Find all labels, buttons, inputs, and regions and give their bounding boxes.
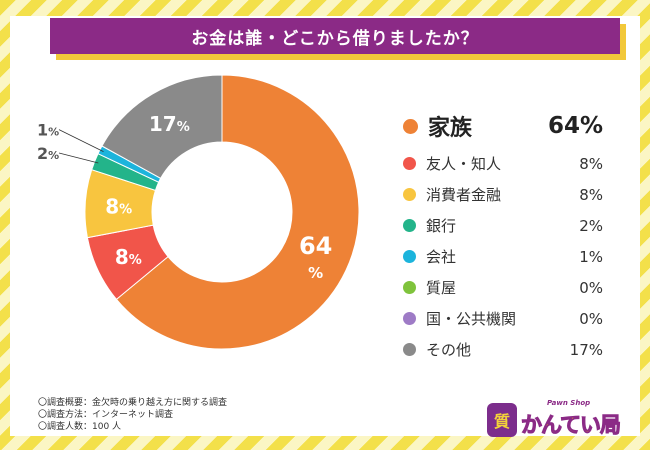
legend-swatch (403, 250, 416, 263)
legend-item: 友人・知人 8% (403, 148, 603, 179)
legend-item: 家族 64% (403, 104, 603, 148)
note-line: 〇調査方法：インターネット調査 (38, 410, 174, 420)
donut-slice-8 (101, 74, 223, 179)
legend-item: その他 17% (403, 334, 603, 365)
legend-value: 64% (547, 113, 603, 139)
legend-label: 家族 (428, 116, 473, 141)
legend-value: 1% (579, 247, 603, 266)
legend-item: 質屋 0% (403, 272, 603, 303)
legend-label: 友人・知人 (426, 155, 502, 173)
legend-label: その他 (426, 341, 472, 359)
survey-notes: 〇調査概要：金欠時の乗り越え方に関する調査 〇調査方法：インターネット調査 〇調… (38, 397, 227, 433)
note-line: 〇調査人数：100 人 (38, 422, 122, 432)
legend-swatch (403, 118, 418, 134)
legend-swatch (403, 219, 416, 232)
legend-value: 0% (579, 278, 603, 297)
donut-slice-1 (115, 74, 360, 350)
legend-label: 銀行 (426, 217, 457, 235)
logo-badge: 質 (487, 403, 517, 437)
legend-swatch (403, 157, 416, 170)
legend-item: 国・公共機関 0% (403, 303, 603, 334)
leader-line-4 (58, 152, 99, 164)
note-line: 〇調査概要：金欠時の乗り越え方に関する調査 (38, 398, 228, 408)
legend-swatch (403, 281, 416, 294)
legend-label: 会社 (426, 248, 457, 266)
logo-name: かんてい局 (521, 413, 622, 438)
donut-chart: 64 % 8% 8% 2% 1% 17% (37, 74, 360, 350)
legend-label: 国・公共機関 (426, 310, 517, 328)
logo-subtitle: Pawn Shop (547, 399, 591, 407)
chart-title: お金は誰・どこから借りましたか？ (191, 28, 479, 49)
legend: 家族 64% 友人・知人 8% 消費者金融 8% 銀行 2% 会社 1% 質屋 0% 国・公共機関 0% そ… (403, 104, 603, 365)
legend-label: 消費者金融 (426, 186, 502, 204)
kanteikyoku-logo: 質 Pawn Shop かんてい局 (487, 399, 637, 441)
legend-item: 会社 1% (403, 241, 603, 272)
slice-label-4: 2% (37, 144, 59, 163)
slice-label-8: 17% (149, 112, 190, 136)
legend-value: 2% (579, 216, 603, 235)
leader-line-5 (58, 129, 104, 152)
legend-item: 銀行 2% (403, 210, 603, 241)
legend-value: 8% (579, 185, 603, 204)
legend-swatch (403, 188, 416, 201)
legend-swatch (403, 343, 416, 356)
slice-label-3: 8% (105, 195, 132, 219)
legend-item: 消費者金融 8% (403, 179, 603, 210)
slice-label-5: 1% (37, 121, 59, 140)
legend-label: 質屋 (426, 279, 457, 297)
slice-label-1: 64% (299, 232, 332, 282)
chart-card: お金は誰・どこから借りましたか？ 64% 8% 8% 2% 1% 17% 家族 64% 友人・… (10, 16, 640, 438)
legend-value: 8% (579, 154, 603, 173)
slice-label-2: 8% (115, 245, 142, 269)
legend-swatch (403, 312, 416, 325)
legend-value: 0% (579, 309, 603, 328)
title-banner: お金は誰・どこから借りましたか？ (50, 18, 620, 54)
legend-value: 17% (569, 340, 603, 359)
